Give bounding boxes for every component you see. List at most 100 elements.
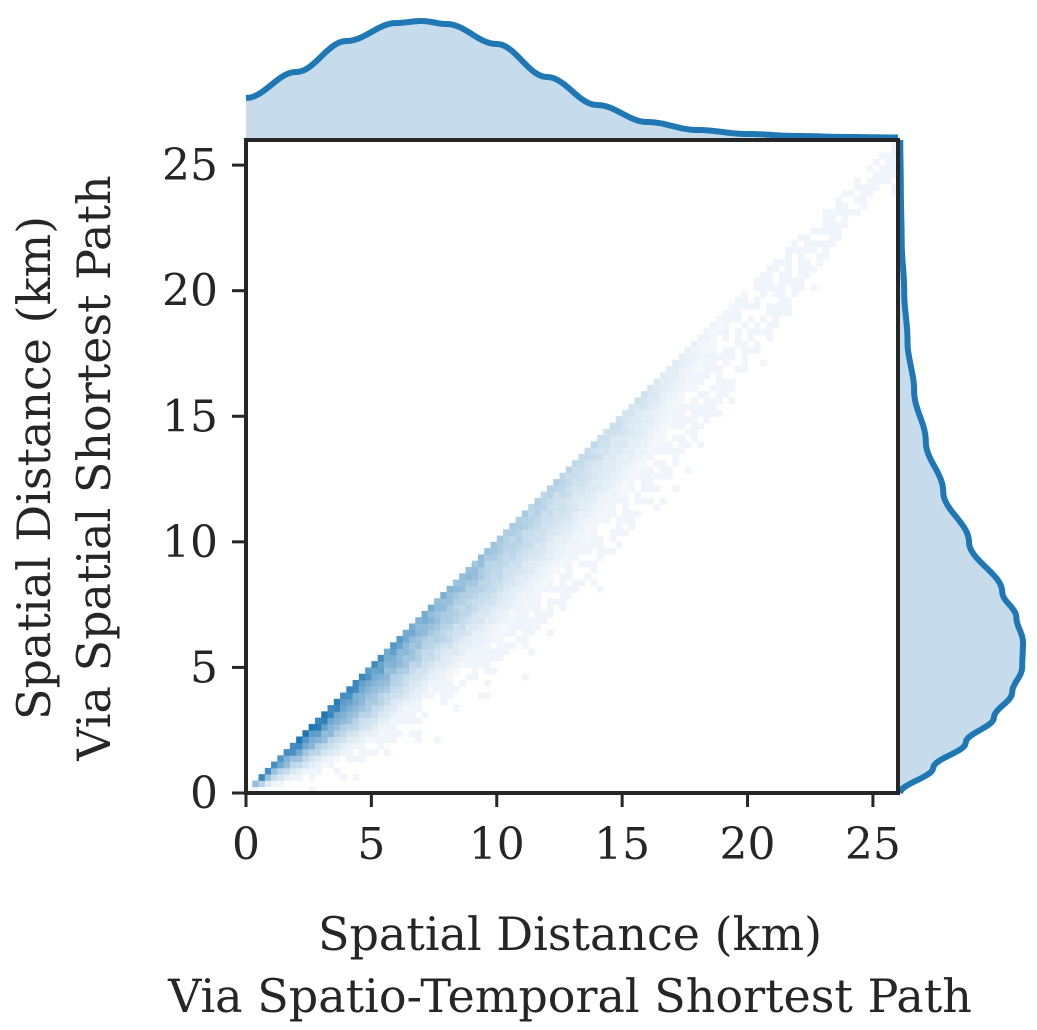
hist-cell xyxy=(597,435,604,442)
hist-cell xyxy=(540,497,548,505)
hist-cell xyxy=(647,497,654,505)
hist-cell xyxy=(615,460,623,467)
hist-cell xyxy=(465,654,473,662)
hist-cell xyxy=(314,749,322,756)
hist-cell xyxy=(584,541,592,549)
hist-cell xyxy=(352,730,360,737)
hist-cell xyxy=(603,510,611,518)
hist-cell xyxy=(691,435,698,442)
hist-cell xyxy=(540,491,548,499)
hist-cell xyxy=(672,447,679,455)
hist-cell xyxy=(477,648,485,656)
hist-cell xyxy=(672,366,679,373)
hist-cell xyxy=(672,372,679,379)
hist-cell xyxy=(528,523,535,530)
hist-cell xyxy=(471,617,479,624)
hist-cell xyxy=(383,679,391,687)
hist-cell xyxy=(728,309,736,317)
hist-cell xyxy=(490,617,498,624)
hist-cell xyxy=(546,566,554,574)
hist-cell xyxy=(528,504,535,511)
hist-cell xyxy=(741,340,748,348)
hist-cell xyxy=(333,717,341,725)
hist-cell xyxy=(797,259,805,266)
hist-cell xyxy=(691,372,698,379)
hist-cell xyxy=(352,698,360,706)
hist-cell xyxy=(390,686,397,693)
hist-cell xyxy=(609,447,617,455)
hist-cell xyxy=(609,548,617,555)
hist-cell xyxy=(346,692,353,700)
hist-cell xyxy=(703,347,711,354)
hist-cell xyxy=(346,705,353,712)
hist-cell xyxy=(772,284,780,292)
hist-cell xyxy=(452,705,460,712)
hist-cell xyxy=(440,698,448,706)
hist-cell xyxy=(396,711,404,719)
hist-cell xyxy=(446,648,454,656)
hist-cell xyxy=(477,623,485,631)
hist-cell xyxy=(766,309,774,317)
hist-cell xyxy=(528,554,535,562)
hist-cell xyxy=(496,566,504,574)
hist-cell xyxy=(484,598,491,606)
hist-cell xyxy=(678,372,686,379)
hist-cell xyxy=(872,158,880,166)
hist-cell xyxy=(528,560,535,568)
hist-cell xyxy=(578,529,585,536)
hist-cell xyxy=(490,667,498,675)
hist-cell xyxy=(559,523,567,530)
hist-cell xyxy=(822,246,830,254)
hist-cell xyxy=(396,717,404,725)
hist-cell xyxy=(534,554,542,562)
hist-cell xyxy=(647,479,654,486)
hist-cell xyxy=(358,755,366,763)
hist-cell xyxy=(415,617,422,624)
hist-cell xyxy=(590,453,598,461)
hist-cell xyxy=(572,472,579,480)
hist-cell xyxy=(264,767,272,775)
hist-cell xyxy=(666,403,673,411)
hist-cell xyxy=(521,642,529,649)
hist-cell xyxy=(484,629,491,637)
hist-cell xyxy=(553,529,560,536)
hist-cell xyxy=(377,698,385,706)
hist-cell xyxy=(452,654,460,662)
hist-cell xyxy=(471,604,479,612)
hist-cell xyxy=(477,554,485,562)
hist-cell xyxy=(816,253,824,260)
hist-cell xyxy=(716,409,723,417)
hist-cell xyxy=(572,485,579,493)
hist-cell xyxy=(377,705,385,712)
hist-cell xyxy=(465,566,473,574)
hist-cell xyxy=(421,648,429,656)
hist-cell xyxy=(333,705,341,712)
hist-cell xyxy=(509,579,516,587)
hist-cell xyxy=(409,661,416,668)
hist-cell xyxy=(766,303,774,310)
hist-cell xyxy=(427,636,435,643)
hist-cell xyxy=(578,485,585,493)
hist-cell xyxy=(672,416,679,423)
hist-cell xyxy=(503,560,510,568)
hist-cell xyxy=(666,378,673,386)
hist-cell xyxy=(772,315,780,323)
hist-cell xyxy=(528,585,535,593)
hist-cell xyxy=(866,177,874,185)
hist-cell xyxy=(703,403,711,411)
hist-cell xyxy=(653,409,661,417)
hist-cell xyxy=(421,654,429,662)
hist-cell xyxy=(471,573,479,580)
hist-cell xyxy=(559,510,567,518)
hist-cell xyxy=(572,535,579,543)
hist-cell xyxy=(340,774,347,781)
hist-cell xyxy=(628,403,636,411)
hist-cell xyxy=(421,686,429,693)
hist-cell xyxy=(365,717,372,725)
hist-cell xyxy=(321,717,328,725)
hist-cell xyxy=(358,705,366,712)
hist-cell xyxy=(647,422,654,430)
marginal-x-kde xyxy=(245,18,899,141)
hist-cell xyxy=(340,736,347,744)
hist-cell xyxy=(785,253,792,260)
